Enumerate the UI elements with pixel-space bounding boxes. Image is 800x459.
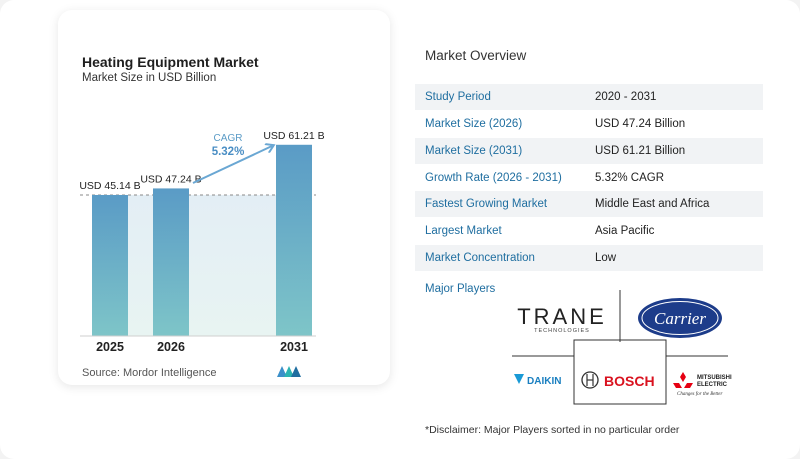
overview-value: 5.32% CAGR	[595, 172, 665, 184]
overview-value: Asia Pacific	[595, 225, 655, 237]
cagr-label: CAGR	[214, 133, 243, 144]
overview-row-study-period: Study Period 2020 - 2031	[415, 84, 763, 110]
overview-label: Market Size (2031)	[425, 145, 523, 157]
overview-label: Fastest Growing Market	[425, 198, 548, 210]
overview-title: Market Overview	[425, 48, 527, 63]
overview-value: USD 61.21 Billion	[595, 145, 686, 157]
daikin-logo: DAIKIN	[527, 376, 561, 387]
x-tick-2026: 2026	[157, 340, 185, 354]
mitsubishi-logo-line2: ELECTRIC	[697, 382, 728, 388]
overview-value: 2020 - 2031	[595, 91, 657, 103]
overview-row-fastest-growing: Fastest Growing Market Middle East and A…	[415, 191, 763, 217]
major-players-title: Major Players	[425, 283, 496, 295]
overview-label: Study Period	[425, 91, 491, 103]
mitsubishi-logo: MITSUBISHI	[697, 375, 732, 381]
x-tick-2025: 2025	[96, 340, 124, 354]
bar-2025	[92, 194, 128, 336]
data-label-2026: USD 47.24 B	[140, 173, 201, 185]
data-label-2025: USD 45.14 B	[79, 180, 140, 192]
chart-subtitle: Market Size in USD Billion	[82, 72, 217, 84]
x-tick-2031: 2031	[280, 340, 308, 354]
overview-value: Low	[595, 252, 617, 264]
bosch-logo: BOSCH	[604, 373, 655, 389]
overview-row-market-size-2031: Market Size (2031) USD 61.21 Billion	[415, 138, 763, 164]
cagr-value: 5.32%	[212, 146, 245, 158]
overview-row-concentration: Market Concentration Low	[415, 245, 763, 271]
overview-row-market-size-2026: Market Size (2026) USD 47.24 Billion	[415, 111, 763, 137]
overview-value: Middle East and Africa	[595, 198, 710, 210]
mitsubishi-tagline: Changes for the Better	[677, 392, 722, 397]
overview-value: USD 47.24 Billion	[595, 118, 686, 130]
bosch-icon	[581, 371, 599, 389]
overview-label: Largest Market	[425, 225, 502, 237]
mitsubishi-icon	[680, 372, 686, 382]
source-text: Source: Mordor Intelligence	[82, 367, 217, 379]
daikin-icon	[514, 374, 524, 384]
overview-label: Market Concentration	[425, 252, 535, 264]
carrier-logo	[638, 298, 722, 338]
cagr-arrow	[192, 146, 272, 184]
trane-logo-sub: TECHNOLOGIES	[534, 328, 590, 334]
growth-band	[128, 194, 276, 336]
chart-title: Heating Equipment Market	[82, 54, 259, 70]
trane-logo: TRANE	[517, 304, 607, 329]
data-label-2031: USD 61.21 B	[263, 130, 324, 142]
overview-label: Growth Rate (2026 - 2031)	[425, 172, 562, 184]
disclaimer-text: *Disclaimer: Major Players sorted in no …	[425, 424, 680, 436]
carrier-logo-ring	[641, 301, 719, 335]
bar-2031	[276, 144, 312, 336]
logo-divider	[573, 339, 667, 405]
mordor-logo-icon	[277, 366, 301, 377]
overview-row-growth-rate: Growth Rate (2026 - 2031) 5.32% CAGR	[415, 165, 763, 191]
bar-2026	[153, 188, 189, 336]
carrier-logo-text: Carrier	[654, 309, 706, 328]
overview-row-largest-market: Largest Market Asia Pacific	[415, 218, 763, 244]
overview-label: Market Size (2026)	[425, 118, 523, 130]
